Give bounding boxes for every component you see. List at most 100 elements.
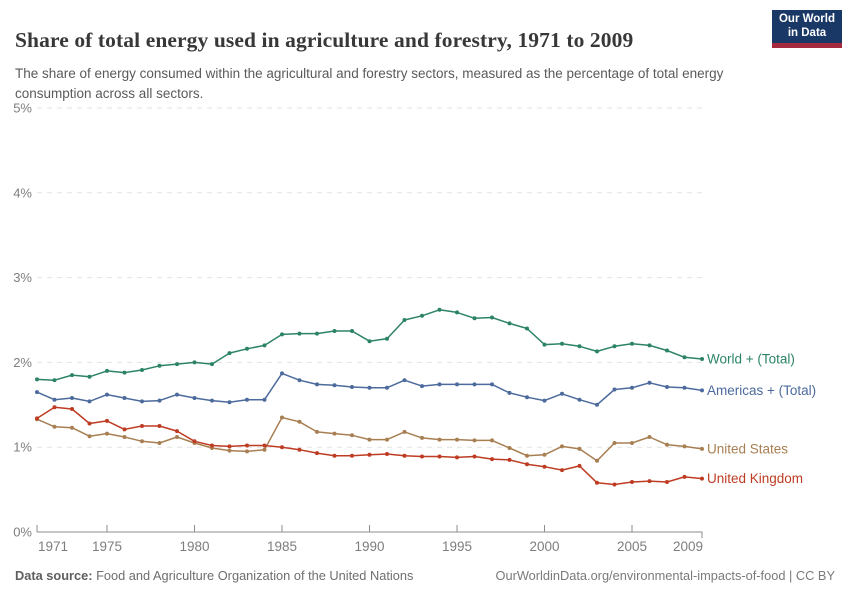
data-point bbox=[560, 341, 564, 346]
data-point bbox=[245, 397, 249, 402]
series-united-kingdom: United Kingdom bbox=[35, 405, 803, 487]
series-line-world-total bbox=[36, 309, 703, 381]
chart-footer: Data source: Food and Agriculture Organi… bbox=[15, 568, 835, 583]
x-axis-line bbox=[36, 525, 703, 538]
data-point bbox=[595, 480, 599, 485]
data-point bbox=[245, 346, 249, 351]
data-point bbox=[227, 444, 232, 449]
y-axis-label-2pct: 2% bbox=[13, 355, 32, 370]
y-axis-label-1pct: 1% bbox=[13, 440, 32, 455]
data-point bbox=[507, 446, 512, 450]
data-point bbox=[472, 382, 477, 387]
y-axis-label-3pct: 3% bbox=[13, 270, 32, 285]
data-point bbox=[122, 396, 127, 400]
data-point bbox=[367, 437, 372, 442]
data-point bbox=[577, 397, 582, 402]
data-point bbox=[315, 382, 319, 387]
x-axis-label-1975: 1975 bbox=[92, 539, 122, 554]
data-point bbox=[700, 357, 704, 361]
x-axis-label-1980: 1980 bbox=[179, 539, 209, 554]
data-point bbox=[595, 402, 599, 407]
data-point bbox=[700, 388, 704, 393]
data-point bbox=[227, 351, 232, 356]
data-point bbox=[332, 383, 337, 388]
data-point bbox=[507, 390, 512, 395]
data-point bbox=[175, 392, 179, 397]
data-point bbox=[490, 382, 494, 387]
data-point bbox=[192, 439, 197, 444]
x-axis-label-2009: 2009 bbox=[673, 539, 703, 554]
data-point bbox=[402, 429, 407, 434]
data-point bbox=[332, 453, 337, 458]
data-point bbox=[52, 424, 57, 429]
legend-label-world-total[interactable]: World + (Total) bbox=[707, 352, 795, 367]
data-point bbox=[315, 429, 319, 434]
y-axis-label-0pct: 0% bbox=[13, 525, 32, 540]
data-point bbox=[175, 435, 179, 439]
data-point bbox=[262, 443, 267, 448]
data-point bbox=[612, 441, 617, 445]
data-point bbox=[665, 348, 669, 353]
data-point bbox=[297, 419, 302, 424]
data-point bbox=[157, 363, 162, 368]
data-point bbox=[385, 385, 389, 390]
legend-label-americas-total[interactable]: Americas + (Total) bbox=[707, 383, 816, 398]
data-point bbox=[52, 405, 57, 410]
data-point bbox=[280, 445, 284, 450]
data-point bbox=[595, 458, 599, 463]
data-point bbox=[122, 427, 127, 432]
data-point bbox=[525, 395, 529, 400]
legend-label-united-kingdom[interactable]: United Kingdom bbox=[707, 471, 803, 486]
data-point bbox=[140, 368, 144, 372]
x-axis-label-2000: 2000 bbox=[529, 539, 559, 554]
data-point bbox=[665, 442, 669, 447]
data-point bbox=[385, 437, 389, 442]
data-point bbox=[385, 452, 389, 456]
data-point bbox=[315, 451, 319, 456]
data-point bbox=[542, 342, 547, 347]
data-point bbox=[472, 454, 477, 459]
data-point bbox=[262, 447, 267, 452]
data-point bbox=[350, 453, 354, 458]
data-point bbox=[315, 331, 319, 336]
data-point bbox=[612, 344, 617, 349]
data-point bbox=[280, 371, 284, 376]
x-axis-label-1990: 1990 bbox=[354, 539, 384, 554]
data-point bbox=[682, 474, 687, 479]
data-point bbox=[105, 418, 109, 423]
data-point bbox=[35, 377, 39, 382]
data-point bbox=[542, 452, 547, 457]
owid-logo-line1: Our World bbox=[778, 12, 835, 25]
owid-logo[interactable]: Our World in Data bbox=[772, 10, 842, 48]
data-point bbox=[367, 339, 372, 344]
data-point bbox=[490, 315, 494, 320]
data-point bbox=[280, 332, 284, 337]
data-point bbox=[245, 443, 249, 448]
data-point bbox=[682, 385, 687, 390]
owid-citation-link[interactable]: OurWorldinData.org/environmental-impacts… bbox=[495, 568, 836, 583]
data-point bbox=[105, 368, 109, 373]
data-point bbox=[630, 441, 634, 445]
data-point bbox=[175, 362, 179, 367]
data-point bbox=[140, 424, 144, 428]
data-point bbox=[437, 382, 442, 387]
data-point bbox=[577, 344, 582, 349]
data-point bbox=[472, 316, 477, 321]
legend-label-united-states[interactable]: United States bbox=[707, 441, 788, 456]
data-point bbox=[332, 329, 337, 333]
data-point bbox=[87, 374, 92, 379]
page-title: Share of total energy used in agricultur… bbox=[15, 28, 634, 53]
data-point bbox=[210, 443, 214, 448]
data-point bbox=[70, 396, 74, 400]
data-point bbox=[140, 439, 144, 444]
data-point bbox=[647, 479, 652, 484]
data-source-label: Data source: bbox=[15, 568, 93, 583]
x-axis-label-1971: 1971 bbox=[38, 539, 68, 554]
data-point bbox=[700, 446, 704, 451]
data-point bbox=[455, 437, 459, 442]
data-point bbox=[70, 425, 74, 430]
y-axis-label-5pct: 5% bbox=[13, 101, 32, 116]
data-point bbox=[192, 360, 197, 365]
